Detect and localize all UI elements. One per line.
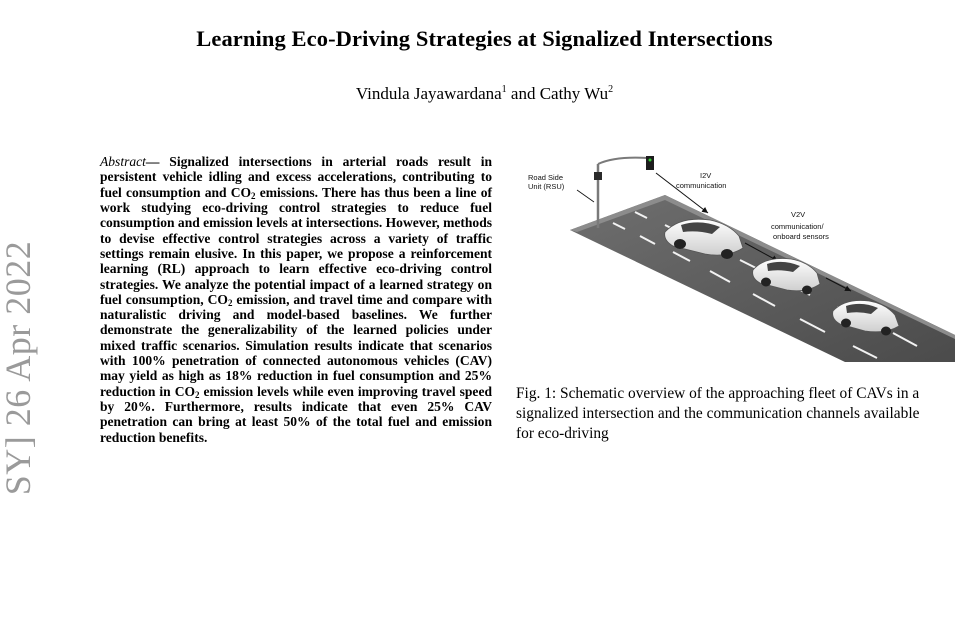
schematic-illustration: Road Side Unit (RSU) I2V communication V… (528, 156, 955, 362)
i2v-label: communication (676, 181, 726, 190)
car-front (664, 218, 744, 259)
figure-caption: Fig. 1: Schematic overview of the approa… (516, 385, 920, 442)
abstract-text: emission levels while even improving tra… (100, 383, 492, 445)
abstract-paragraph: Abstract— Signalized intersections in ar… (100, 154, 492, 445)
abstract-text: emission, and travel time and compare wi… (100, 291, 492, 399)
arxiv-sidebar-stamp: SY] 26 Apr 2022 (0, 240, 38, 496)
v2v-arrow (825, 277, 852, 292)
rsu-label: Unit (RSU) (528, 182, 565, 191)
v2v-label: onboard sensors (773, 232, 829, 241)
abstract-label: Abstract (100, 154, 146, 169)
abstract-text: Signalized intersections in arterial roa… (100, 154, 492, 200)
abstract-dash: — (145, 154, 160, 169)
affiliation-mark: 2 (608, 84, 614, 95)
car-middle (752, 258, 821, 295)
v2v-arrow (744, 242, 779, 262)
figure-schematic: Road Side Unit (RSU) I2V communication V… (515, 140, 955, 375)
affiliation-mark: 1 (501, 84, 507, 95)
subscript: 2 (251, 190, 256, 201)
paper-title: Learning Eco-Driving Strategies at Signa… (196, 26, 773, 51)
v2v-label: communication/ (771, 222, 824, 231)
rsu-arrow (576, 189, 595, 203)
v2v-label: V2V (791, 210, 805, 219)
subscript: 2 (195, 389, 200, 400)
i2v-label: I2V (700, 171, 711, 180)
author-name: Cathy Wu (539, 84, 609, 103)
author-line: Vindula Jayawardana1 and Cathy Wu2 (0, 84, 969, 104)
author-conjunction: and (506, 84, 540, 103)
subscript: 2 (227, 297, 233, 308)
abstract-text: emissions. There has thus been a line of… (100, 184, 492, 307)
rsu-label: Road Side (528, 173, 563, 182)
traffic-signal-rsu (594, 156, 654, 228)
i2v-arrow (655, 172, 709, 214)
car-rear (832, 300, 900, 336)
author-name: Vindula Jayawardana (355, 84, 502, 103)
